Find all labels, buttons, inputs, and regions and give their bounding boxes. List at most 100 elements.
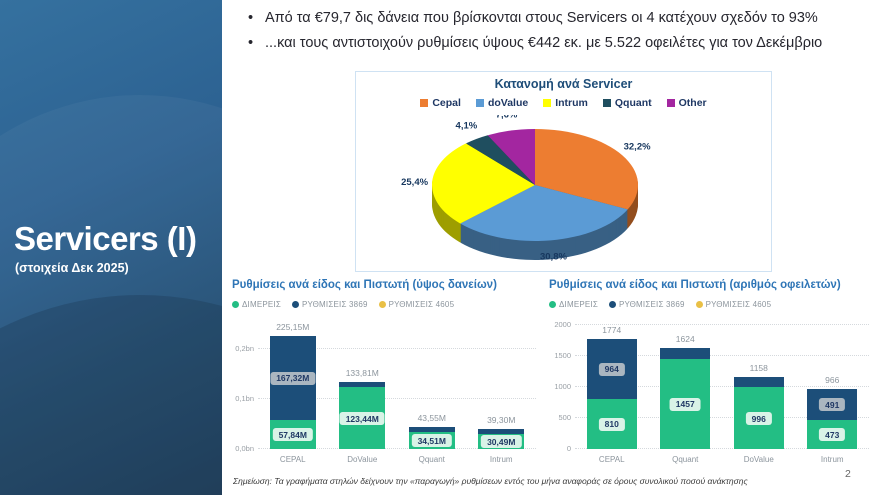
bar-total-label: 43,55M <box>417 413 446 424</box>
segment-value-label: 473 <box>819 428 846 442</box>
pie-slice-dovalue <box>460 185 628 241</box>
y-tick-label: 0,1bn <box>235 393 254 403</box>
legend-swatch <box>420 99 429 107</box>
legend-label: ΡΥΘΜΙΣΕΙΣ 3869 <box>302 300 368 309</box>
pie-slice-qquant <box>465 135 535 185</box>
segment-value-label: 34,51M <box>411 434 452 448</box>
bar-chart-plot: 810 964 1774 CEPAL 1457 1624 Qquant 996 1158 DoVa… <box>575 321 869 464</box>
legend-label: ΔΙΜΕΡΕΙΣ <box>242 300 282 309</box>
category-label: Qquant <box>672 455 699 464</box>
y-tick-label: 0 <box>566 444 571 453</box>
segment-value-label: 810 <box>598 417 625 431</box>
gridline <box>575 417 869 419</box>
pie-chart-legend: Cepal doValue Intrum Qquant Other <box>356 97 771 109</box>
legend-item: ΡΥΘΜΙΣΕΙΣ 4605 <box>378 300 455 309</box>
legend-dot <box>609 301 617 308</box>
gridline <box>258 347 536 349</box>
legend-item: ΡΥΘΜΙΣΕΙΣ 3869 <box>609 300 685 309</box>
legend-item: ΡΥΘΜΙΣΕΙΣ 3869 <box>292 300 368 309</box>
segment-value-label: 964 <box>598 362 625 376</box>
bullet-item: ...και τους αντιστοιχούν ρυθμίσεις ύψους… <box>246 33 874 55</box>
segment-value-label: 996 <box>745 412 772 426</box>
bar-chart-loan-amounts: Ρυθμίσεις ανά είδος και Πιστωτή (ύψος δα… <box>232 279 538 475</box>
segment-value-label: 57,84M <box>272 428 313 442</box>
gridline <box>575 355 869 357</box>
segment-value-label: 1457 <box>669 397 701 411</box>
y-tick-label: 0,2bn <box>235 343 254 353</box>
y-tick-label: 500 <box>558 413 571 422</box>
legend-label: Intrum <box>555 97 588 109</box>
category-label: Intrum <box>820 455 844 464</box>
bar-segment <box>408 427 455 432</box>
legend-item: Qquant <box>602 97 652 109</box>
bar-segment <box>660 348 711 359</box>
bar-total-label: 1774 <box>602 325 622 336</box>
legend-dot <box>378 301 386 308</box>
pie-slice-percentage-label: 25,4% <box>401 177 428 188</box>
legend-item: ΔΙΜΕΡΕΙΣ <box>232 300 281 309</box>
gridline <box>258 448 536 449</box>
bar-total-label: 1624 <box>675 334 695 345</box>
legend-item: Intrum <box>543 97 588 109</box>
legend-dot <box>232 301 239 308</box>
bar-chart-title: Ρυθμίσεις ανά είδος και Πιστωτή (ύψος δα… <box>232 279 497 291</box>
bar-chart-legend: ΔΙΜΕΡΕΙΣ ΡΥΘΜΙΣΕΙΣ 3869 ΡΥΘΜΙΣΕΙΣ 4605 <box>232 300 454 309</box>
bar-total-label: 133,81M <box>345 367 379 378</box>
legend-dot <box>549 301 556 308</box>
legend-swatch <box>602 99 611 107</box>
slide-title: Servicers (I) <box>14 220 197 257</box>
legend-swatch <box>666 99 675 107</box>
y-tick-label: 2000 <box>554 320 571 330</box>
segment-value-label: 491 <box>819 398 846 412</box>
legend-label: Cepal <box>432 97 461 109</box>
legend-label: ΔΙΜΕΡΕΙΣ <box>559 300 599 309</box>
bar-segment <box>733 377 784 388</box>
legend-label: ΡΥΘΜΙΣΕΙΣ 4605 <box>705 300 772 309</box>
slide-subtitle: (στοιχεία Δεκ 2025) <box>15 261 129 275</box>
y-tick-label: 1000 <box>554 382 571 391</box>
category-label: DoValue <box>347 455 378 464</box>
bar-total-label: 225,15M <box>276 321 310 332</box>
bar-total-label: 1158 <box>749 363 768 374</box>
legend-label: ΡΥΘΜΙΣΕΙΣ 4605 <box>388 300 455 309</box>
pie-slice-percentage-label: 7,6% <box>496 115 518 121</box>
pie-chart-panel: Κατανομή ανά Servicer Cepal doValue Intr… <box>355 71 772 272</box>
page-number: 2 <box>845 468 851 480</box>
gridline <box>575 386 869 388</box>
gridline <box>575 324 869 326</box>
bar-chart-title: Ρυθμίσεις ανά είδος και Πιστωτή (αριθμός… <box>549 279 841 291</box>
bullet-list: Από τα €79,7 δις δάνεια που βρίσκονται σ… <box>246 8 874 58</box>
pie-slice-percentage-label: 30,8% <box>540 252 567 263</box>
legend-label: doValue <box>487 97 529 109</box>
y-tick-label: 0,0bn <box>235 444 254 453</box>
bar-chart-debtor-counts: Ρυθμίσεις ανά είδος και Πιστωτή (αριθμός… <box>549 279 871 475</box>
category-label: DoValue <box>743 455 774 464</box>
bar-chart-plot: 57,84M 167,32M 225,15M CEPAL 123,44M 133,81M D… <box>258 321 536 464</box>
bar-total-label: 966 <box>825 375 840 386</box>
segment-value-label: 167,32M <box>270 371 316 385</box>
pie-slice-other <box>487 129 535 185</box>
bar-segment <box>478 429 525 434</box>
legend-item: ΡΥΘΜΙΣΕΙΣ 4605 <box>695 300 772 309</box>
legend-dot <box>695 301 703 308</box>
segment-value-label: 30,49M <box>481 435 522 449</box>
legend-swatch <box>543 99 552 107</box>
category-label: Intrum <box>489 455 513 464</box>
category-label: Qquant <box>418 455 445 464</box>
gridline <box>575 448 869 449</box>
pie-slice-percentage-label: 32,2% <box>624 141 651 152</box>
segment-value-label: 123,44M <box>339 412 385 426</box>
legend-item: ΔΙΜΕΡΕΙΣ <box>549 300 598 309</box>
bullet-item: Από τα €79,7 δις δάνεια που βρίσκονται σ… <box>246 8 874 30</box>
legend-item: Cepal <box>420 97 461 109</box>
legend-item: Other <box>666 97 707 109</box>
bar-chart-legend: ΔΙΜΕΡΕΙΣ ΡΥΘΜΙΣΕΙΣ 3869 ΡΥΘΜΙΣΕΙΣ 4605 <box>549 300 771 309</box>
pie-slice-percentage-label: 4,1% <box>456 120 478 131</box>
y-tick-label: 1500 <box>554 351 571 361</box>
category-label: CEPAL <box>279 455 306 464</box>
legend-swatch <box>475 99 484 107</box>
gridline <box>258 397 536 399</box>
legend-item: doValue <box>475 97 529 109</box>
legend-label: ΡΥΘΜΙΣΕΙΣ 3869 <box>619 300 685 309</box>
